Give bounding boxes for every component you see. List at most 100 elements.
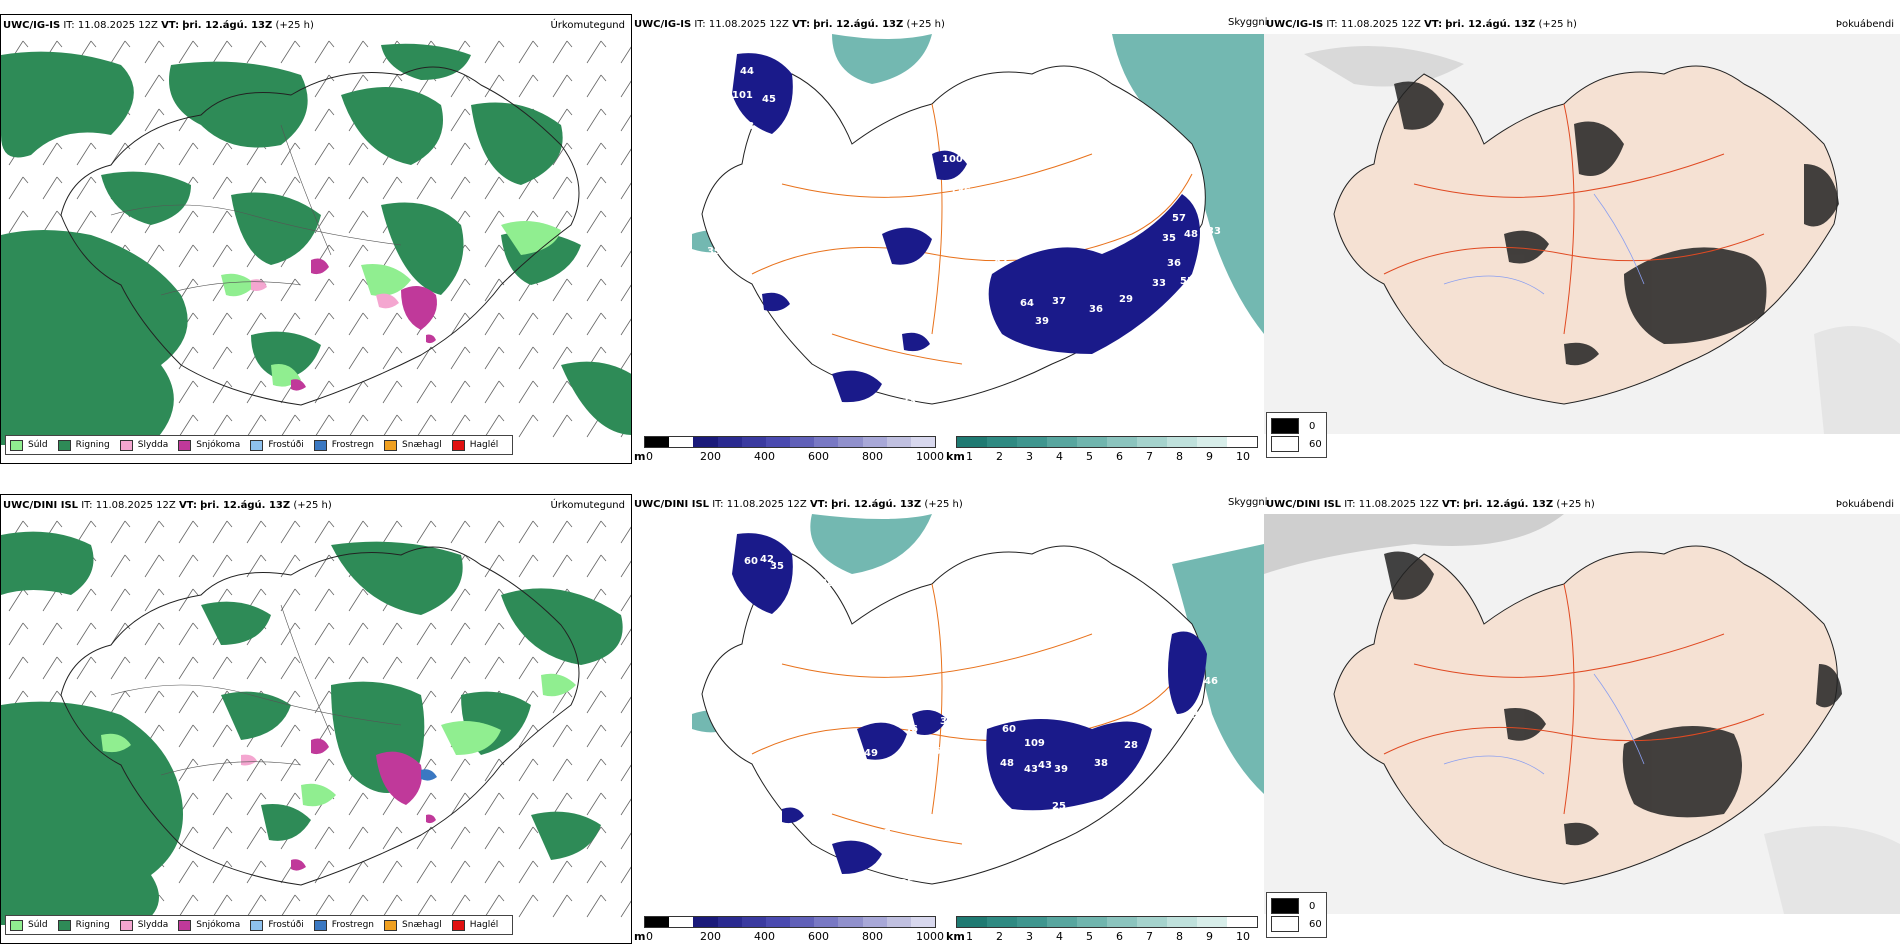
legend-swatch xyxy=(384,919,398,931)
cloud-base-value: 35 xyxy=(900,878,914,889)
cloud-base-value: 35 xyxy=(942,232,956,243)
colorbar-segment xyxy=(693,437,718,447)
cloud-base-value: 35 xyxy=(770,561,784,572)
colorbar-segment xyxy=(987,917,1017,927)
legend-swatch xyxy=(384,439,398,451)
legend-label: Frostregn xyxy=(331,920,375,930)
legend-label: Haglél xyxy=(469,440,499,450)
colorbar-tick: 5 xyxy=(1086,930,1093,943)
cloud-base-value: 36 xyxy=(940,716,954,727)
colorbar-tick: 1000 xyxy=(916,450,944,463)
legend-item: Snjókoma xyxy=(178,919,240,931)
cloud-base-value: 39 xyxy=(707,246,721,257)
legend-item: Rigning xyxy=(57,919,110,931)
precip-map xyxy=(1,35,631,445)
cloud-base-value: 136 xyxy=(950,186,971,197)
legend-label: Slydda xyxy=(137,440,169,450)
cloud-base-value: 30 xyxy=(882,878,896,889)
legend-item: Haglél xyxy=(451,439,499,451)
colorbar-unit: m xyxy=(634,930,646,943)
cloud-base-value: 57 xyxy=(1172,213,1186,224)
legend-item: Snjókoma xyxy=(178,439,241,451)
colorbar-segment xyxy=(1227,917,1257,927)
colorbar-tick: 10 xyxy=(1236,450,1250,463)
cloud-base-value: 45 xyxy=(762,94,776,105)
colorbar-tick: 4 xyxy=(1056,930,1063,943)
legend-item: Snæhagl xyxy=(384,919,442,931)
cloud-base-value: 79 xyxy=(802,316,816,327)
cloud-base-colorbar: m 0 200 400 600 800 1000 xyxy=(634,916,944,944)
cloud-base-value: 36 xyxy=(1192,710,1206,721)
legend-label: Snæhagl xyxy=(402,920,442,930)
colorbar-segment xyxy=(741,437,766,447)
skyggni-label: Skyggni xyxy=(1228,17,1268,28)
visibility-colorbar: km 1 2 3 4 5 6 7 8 9 10 xyxy=(946,916,1264,944)
cloud-base-value: 28 xyxy=(1124,740,1138,751)
colorbar-segment xyxy=(814,917,839,927)
precip-legend: Súld Rigning Slydda Snjókoma Frostúði Frostre… xyxy=(5,435,514,455)
colorbar-segment xyxy=(741,917,766,927)
cloud-base-value: 33 xyxy=(902,396,916,407)
legend-item: Snæhagl xyxy=(384,439,442,451)
colorbar-tick: 6 xyxy=(1116,930,1123,943)
legend-label: Snjókoma xyxy=(196,440,241,450)
colorbar-segment xyxy=(910,917,936,927)
colorbar-unit: km xyxy=(946,450,965,463)
colorbar-segment xyxy=(693,917,718,927)
cloud-base-value: 46 xyxy=(1204,676,1218,687)
colorbar-segment xyxy=(957,917,987,927)
colorbar-segment xyxy=(669,917,694,927)
cloud-base-value: 33 xyxy=(1152,278,1166,289)
colorbar-segment xyxy=(1167,917,1197,927)
cloud-base-value: 33 xyxy=(867,398,881,409)
precip-map xyxy=(1,515,631,925)
legend-swatch xyxy=(178,439,192,451)
colorbar-segment xyxy=(1167,437,1197,447)
legend-label: Frostúði xyxy=(268,920,304,930)
colorbar-segment xyxy=(838,917,863,927)
legend-item: Slydda xyxy=(119,919,168,931)
cloud-base-value: 39 xyxy=(1035,316,1049,327)
panel-title: UWC/DINI ISL IT: 11.08.2025 12Z VT: þri.… xyxy=(634,499,963,510)
legend-swatch xyxy=(250,919,264,931)
colorbar-tick: 4 xyxy=(1056,450,1063,463)
colorbar-segment xyxy=(790,917,815,927)
cloud-base-value: 101 xyxy=(732,90,753,101)
cloud-base-value: 60 xyxy=(1002,724,1016,735)
legend-swatch xyxy=(10,439,23,451)
fog-legend-swatch xyxy=(1271,418,1299,434)
colorbar-tick: 6 xyxy=(1116,450,1123,463)
cloud-base-value: 48 xyxy=(1000,758,1014,769)
legend-label: Snæhagl xyxy=(402,440,442,450)
colorbar-segment xyxy=(1107,917,1137,927)
legend-swatch xyxy=(451,919,465,931)
colorbar-strip xyxy=(956,436,1258,448)
legend-item: Frostúði xyxy=(250,919,304,931)
legend-item: Frostregn xyxy=(313,439,374,451)
cloud-base-value: 39 xyxy=(872,251,886,262)
colorbar-segment xyxy=(1227,437,1257,447)
legend-item: Rigning xyxy=(57,439,110,451)
colorbar-segment xyxy=(910,437,936,447)
colorbar-segment xyxy=(1047,917,1077,927)
legend-label: Rigning xyxy=(75,920,110,930)
panel-title: UWC/IG-IS IT: 11.08.2025 12Z VT: þri. 12… xyxy=(1266,19,1577,30)
colorbar-segment xyxy=(645,917,670,927)
cloud-base-value: 42 xyxy=(900,366,914,377)
legend-swatch xyxy=(250,439,264,451)
legend-swatch xyxy=(10,919,23,931)
legend-item: Slydda xyxy=(119,439,169,451)
colorbar-tick: 8 xyxy=(1176,450,1183,463)
colorbar-tick: 8 xyxy=(1176,930,1183,943)
fog-legend-row: 60 xyxy=(1271,916,1322,932)
fog-panel-top: UWC/IG-IS IT: 11.08.2025 12Z VT: þri. 12… xyxy=(1264,14,1900,464)
cloud-base-value: 58 xyxy=(740,121,754,132)
panel-title: UWC/DINI ISL IT: 11.08.2025 12Z VT: þri.… xyxy=(3,500,332,511)
cloud-base-value: 49 xyxy=(864,748,878,759)
fog-legend-value: 0 xyxy=(1309,420,1316,432)
colorbar-segment xyxy=(957,437,987,447)
colorbar-segment xyxy=(669,437,694,447)
colorbar-segment xyxy=(862,917,887,927)
colorbar-segment xyxy=(987,437,1017,447)
